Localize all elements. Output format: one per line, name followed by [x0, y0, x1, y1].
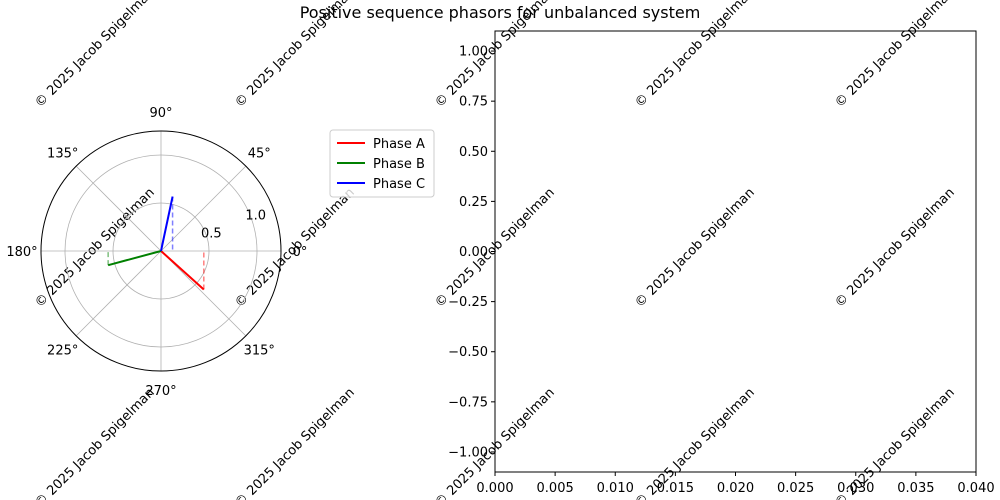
x-tick-label: 0.010 [597, 481, 634, 496]
polar-angle-label: 270° [145, 384, 176, 399]
polar-radial-tick-labels: 0.5 1.0 [201, 208, 266, 241]
x-tick-label: 0.030 [837, 481, 874, 496]
phasor-phase-b [107, 250, 162, 267]
watermark-text: © 2025 Jacob Spigelman [32, 0, 158, 111]
watermark-text: © 2025 Jacob Spigelman [232, 385, 358, 500]
polar-angle-label: 315° [244, 343, 275, 358]
y-tick-label: −1.00 [448, 445, 488, 460]
time-domain-axes: 1.00 0.75 0.50 0.25 0.00 −0.25 −0.50 −0.75 −1.00… [448, 30, 995, 496]
polar-grid-spoke [75, 165, 162, 252]
watermark-text: © 2025 Jacob Spigelman [832, 185, 958, 311]
polar-radial-label: 0.5 [201, 227, 222, 242]
y-axis-ticks: 1.00 0.75 0.50 0.25 0.00 −0.25 −0.50 −0.75 −1.00 [448, 45, 495, 460]
phasor-phase-c [160, 196, 174, 252]
y-tick-label: 1.00 [459, 45, 488, 60]
polar-grid-spoke [160, 165, 247, 252]
x-tick-label: 0.015 [657, 481, 694, 496]
polar-angle-label: 135° [47, 147, 78, 162]
phasor-lines [107, 196, 205, 291]
polar-angle-label: 90° [149, 106, 172, 121]
polar-grid-spoke [75, 250, 162, 337]
legend-label-phase-c: Phase C [373, 177, 425, 192]
legend-label-phase-b: Phase B [373, 157, 425, 172]
y-tick-label: −0.25 [448, 295, 488, 310]
y-tick-label: 0.75 [459, 95, 488, 110]
polar-radial-label: 1.0 [245, 208, 266, 223]
x-axis-ticks: 0.000 0.005 0.010 0.015 0.020 0.025 0.030 0.035… [476, 472, 995, 496]
legend-frame [329, 129, 435, 198]
polar-angle-label: 0° [293, 245, 308, 260]
polar-angle-label: 45° [248, 147, 271, 162]
watermark-text: © 2025 Jacob Spigelman [32, 385, 158, 500]
y-tick-label: −0.50 [448, 345, 488, 360]
polar-outer-frame [40, 130, 282, 372]
polar-phasor-plot: 0° 45° 90° 135° 180° 225° 270° 315° 0.5 1.0 [6, 106, 307, 399]
polar-grid [41, 131, 281, 371]
y-tick-label: 0.50 [459, 145, 488, 160]
x-tick-label: 0.005 [537, 481, 574, 496]
x-tick-label: 0.000 [476, 481, 513, 496]
x-tick-label: 0.040 [957, 481, 994, 496]
polar-angle-label: 225° [47, 343, 78, 358]
legend: Phase A Phase B Phase C [329, 129, 435, 198]
figure-title: Positive sequence phasors for unbalanced… [300, 3, 701, 22]
phasor-phase-a [160, 250, 205, 291]
legend-label-phase-a: Phase A [373, 137, 425, 152]
x-tick-label: 0.035 [897, 481, 934, 496]
watermark-text: © 2025 Jacob Spigelman [632, 185, 758, 311]
x-tick-label: 0.020 [717, 481, 754, 496]
y-tick-label: 0.00 [459, 245, 488, 260]
polar-angle-label: 180° [6, 245, 37, 260]
y-tick-label: 0.25 [459, 195, 488, 210]
watermark-text: © 2025 Jacob Spigelman [832, 0, 958, 111]
x-tick-label: 0.025 [777, 481, 814, 496]
y-tick-label: −0.75 [448, 395, 488, 410]
polar-grid-spoke [160, 250, 247, 337]
polar-angle-tick-labels: 0° 45° 90° 135° 180° 225° 270° 315° [6, 106, 307, 399]
